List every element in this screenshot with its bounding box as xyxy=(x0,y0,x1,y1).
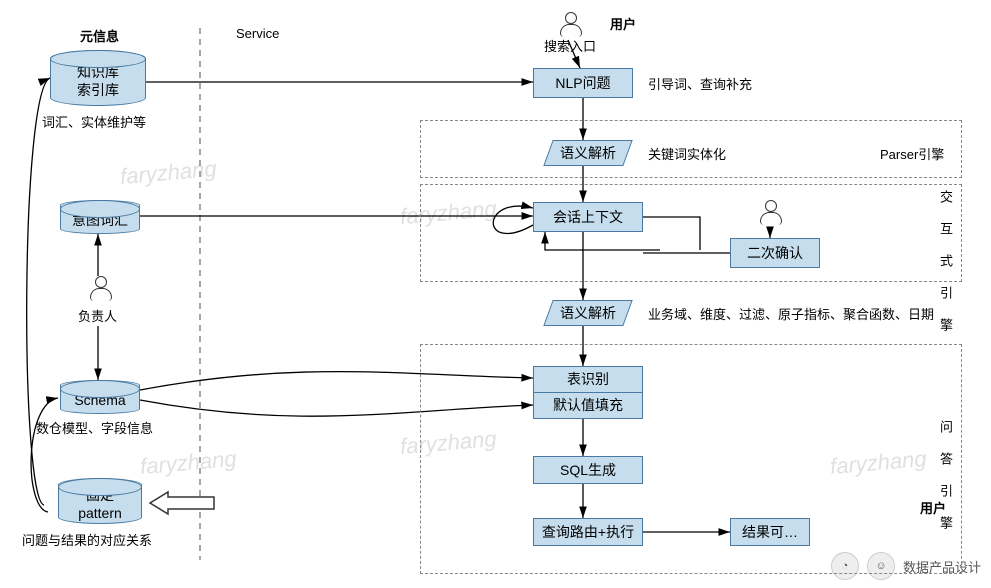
service-heading: Service xyxy=(236,26,279,41)
table-rec-label: 表识别 xyxy=(567,370,609,388)
hollow-arrow-icon xyxy=(148,490,218,516)
default-fill-node: 默认值填充 xyxy=(533,392,643,419)
nlp-node: NLP问题 xyxy=(533,68,633,98)
default-fill-label: 默认值填充 xyxy=(553,396,623,414)
interactive-engine-label: 交 互 式 引 擎 xyxy=(936,190,955,333)
parse2-node: 语义解析 xyxy=(543,300,632,326)
result-vis-label: 结果可… xyxy=(742,523,798,541)
parse2-note: 业务域、维度、过滤、原子指标、聚合函数、日期 xyxy=(648,304,934,323)
interactive-engine-region xyxy=(420,184,962,282)
intent-cylinder: 意图词汇 xyxy=(60,200,140,234)
context-node: 会话上下文 xyxy=(533,202,643,232)
context-label: 会话上下文 xyxy=(553,208,623,226)
confirm-label: 二次确认 xyxy=(747,244,803,262)
nlp-label: NLP问题 xyxy=(555,74,610,92)
kb-sublabel: 词汇、实体维护等 xyxy=(42,112,146,131)
diagram-canvas: faryzhang faryzhang faryzhang faryzhang … xyxy=(0,0,991,588)
user-icon xyxy=(760,200,780,226)
parse1-node: 语义解析 xyxy=(543,140,632,166)
sql-gen-node: SQL生成 xyxy=(533,456,643,484)
nlp-note: 引导词、查询补充 xyxy=(648,74,752,93)
route-exec-label: 查询路由+执行 xyxy=(542,523,634,541)
owner-label: 负责人 xyxy=(78,306,117,325)
user-right-label: 用户 xyxy=(920,498,946,517)
table-rec-node: 表识别 xyxy=(533,366,643,393)
meta-info-heading: 元信息 xyxy=(80,26,119,45)
search-entry-label: 搜索入口 xyxy=(544,36,596,55)
pattern-sublabel: 问题与结果的对应关系 xyxy=(22,530,152,549)
pattern-cylinder: 固定 pattern xyxy=(58,478,142,524)
qa-engine-region xyxy=(420,344,962,574)
user-top-label: 用户 xyxy=(610,14,636,33)
parse1-label: 语义解析 xyxy=(560,144,616,162)
user-icon xyxy=(560,12,580,38)
schema-sublabel: 数仓模型、字段信息 xyxy=(36,418,153,437)
parse1-note: 关键词实体化 xyxy=(648,144,726,163)
schema-cylinder: Schema xyxy=(60,380,140,414)
sql-gen-label: SQL生成 xyxy=(560,461,616,479)
user-icon xyxy=(90,276,110,302)
result-vis-node: 结果可… xyxy=(730,518,810,546)
parse2-label: 语义解析 xyxy=(560,304,616,322)
knowledge-base-cylinder: 知识库 索引库 xyxy=(50,50,146,106)
kb-label: 知识库 索引库 xyxy=(77,63,119,99)
confirm-node: 二次确认 xyxy=(730,238,820,268)
route-exec-node: 查询路由+执行 xyxy=(533,518,643,546)
parser-engine-label: Parser引擎 xyxy=(880,144,944,163)
